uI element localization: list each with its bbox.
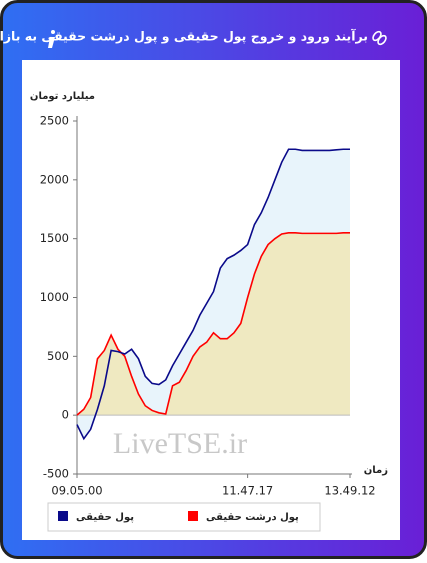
legend-swatch [188,511,198,521]
legend [47,502,321,532]
series-area [77,232,350,416]
y-tick-label: 0 [62,408,69,422]
info-icon [48,30,55,48]
y-axis-label: میلیارد تومان [30,91,95,102]
link-icon [372,30,387,46]
y-tick-label: 2500 [40,114,69,128]
y-tick-label: 1500 [40,231,69,245]
y-tick-label: 500 [47,349,69,363]
y-tick-label: 1000 [40,290,69,304]
legend-label: پول حقیقی [76,512,134,523]
x-axis-label: زمان [364,465,388,476]
x-tick-label: 13.49.12 [324,484,375,498]
legend-label: پول درشت حقیقی [206,512,299,523]
y-tick-label: 2000 [40,172,69,186]
y-tick-label: -500 [43,467,69,481]
card-title: برآیند ورود و خروج پول حقیقی و پول درشت … [0,29,368,44]
legend-swatch [58,511,68,521]
series-line [76,148,350,441]
watermark: LiveTSE.ir [113,427,247,460]
x-tick-label: 11.47.17 [222,484,273,498]
x-tick-label: 09.05.00 [51,484,102,498]
